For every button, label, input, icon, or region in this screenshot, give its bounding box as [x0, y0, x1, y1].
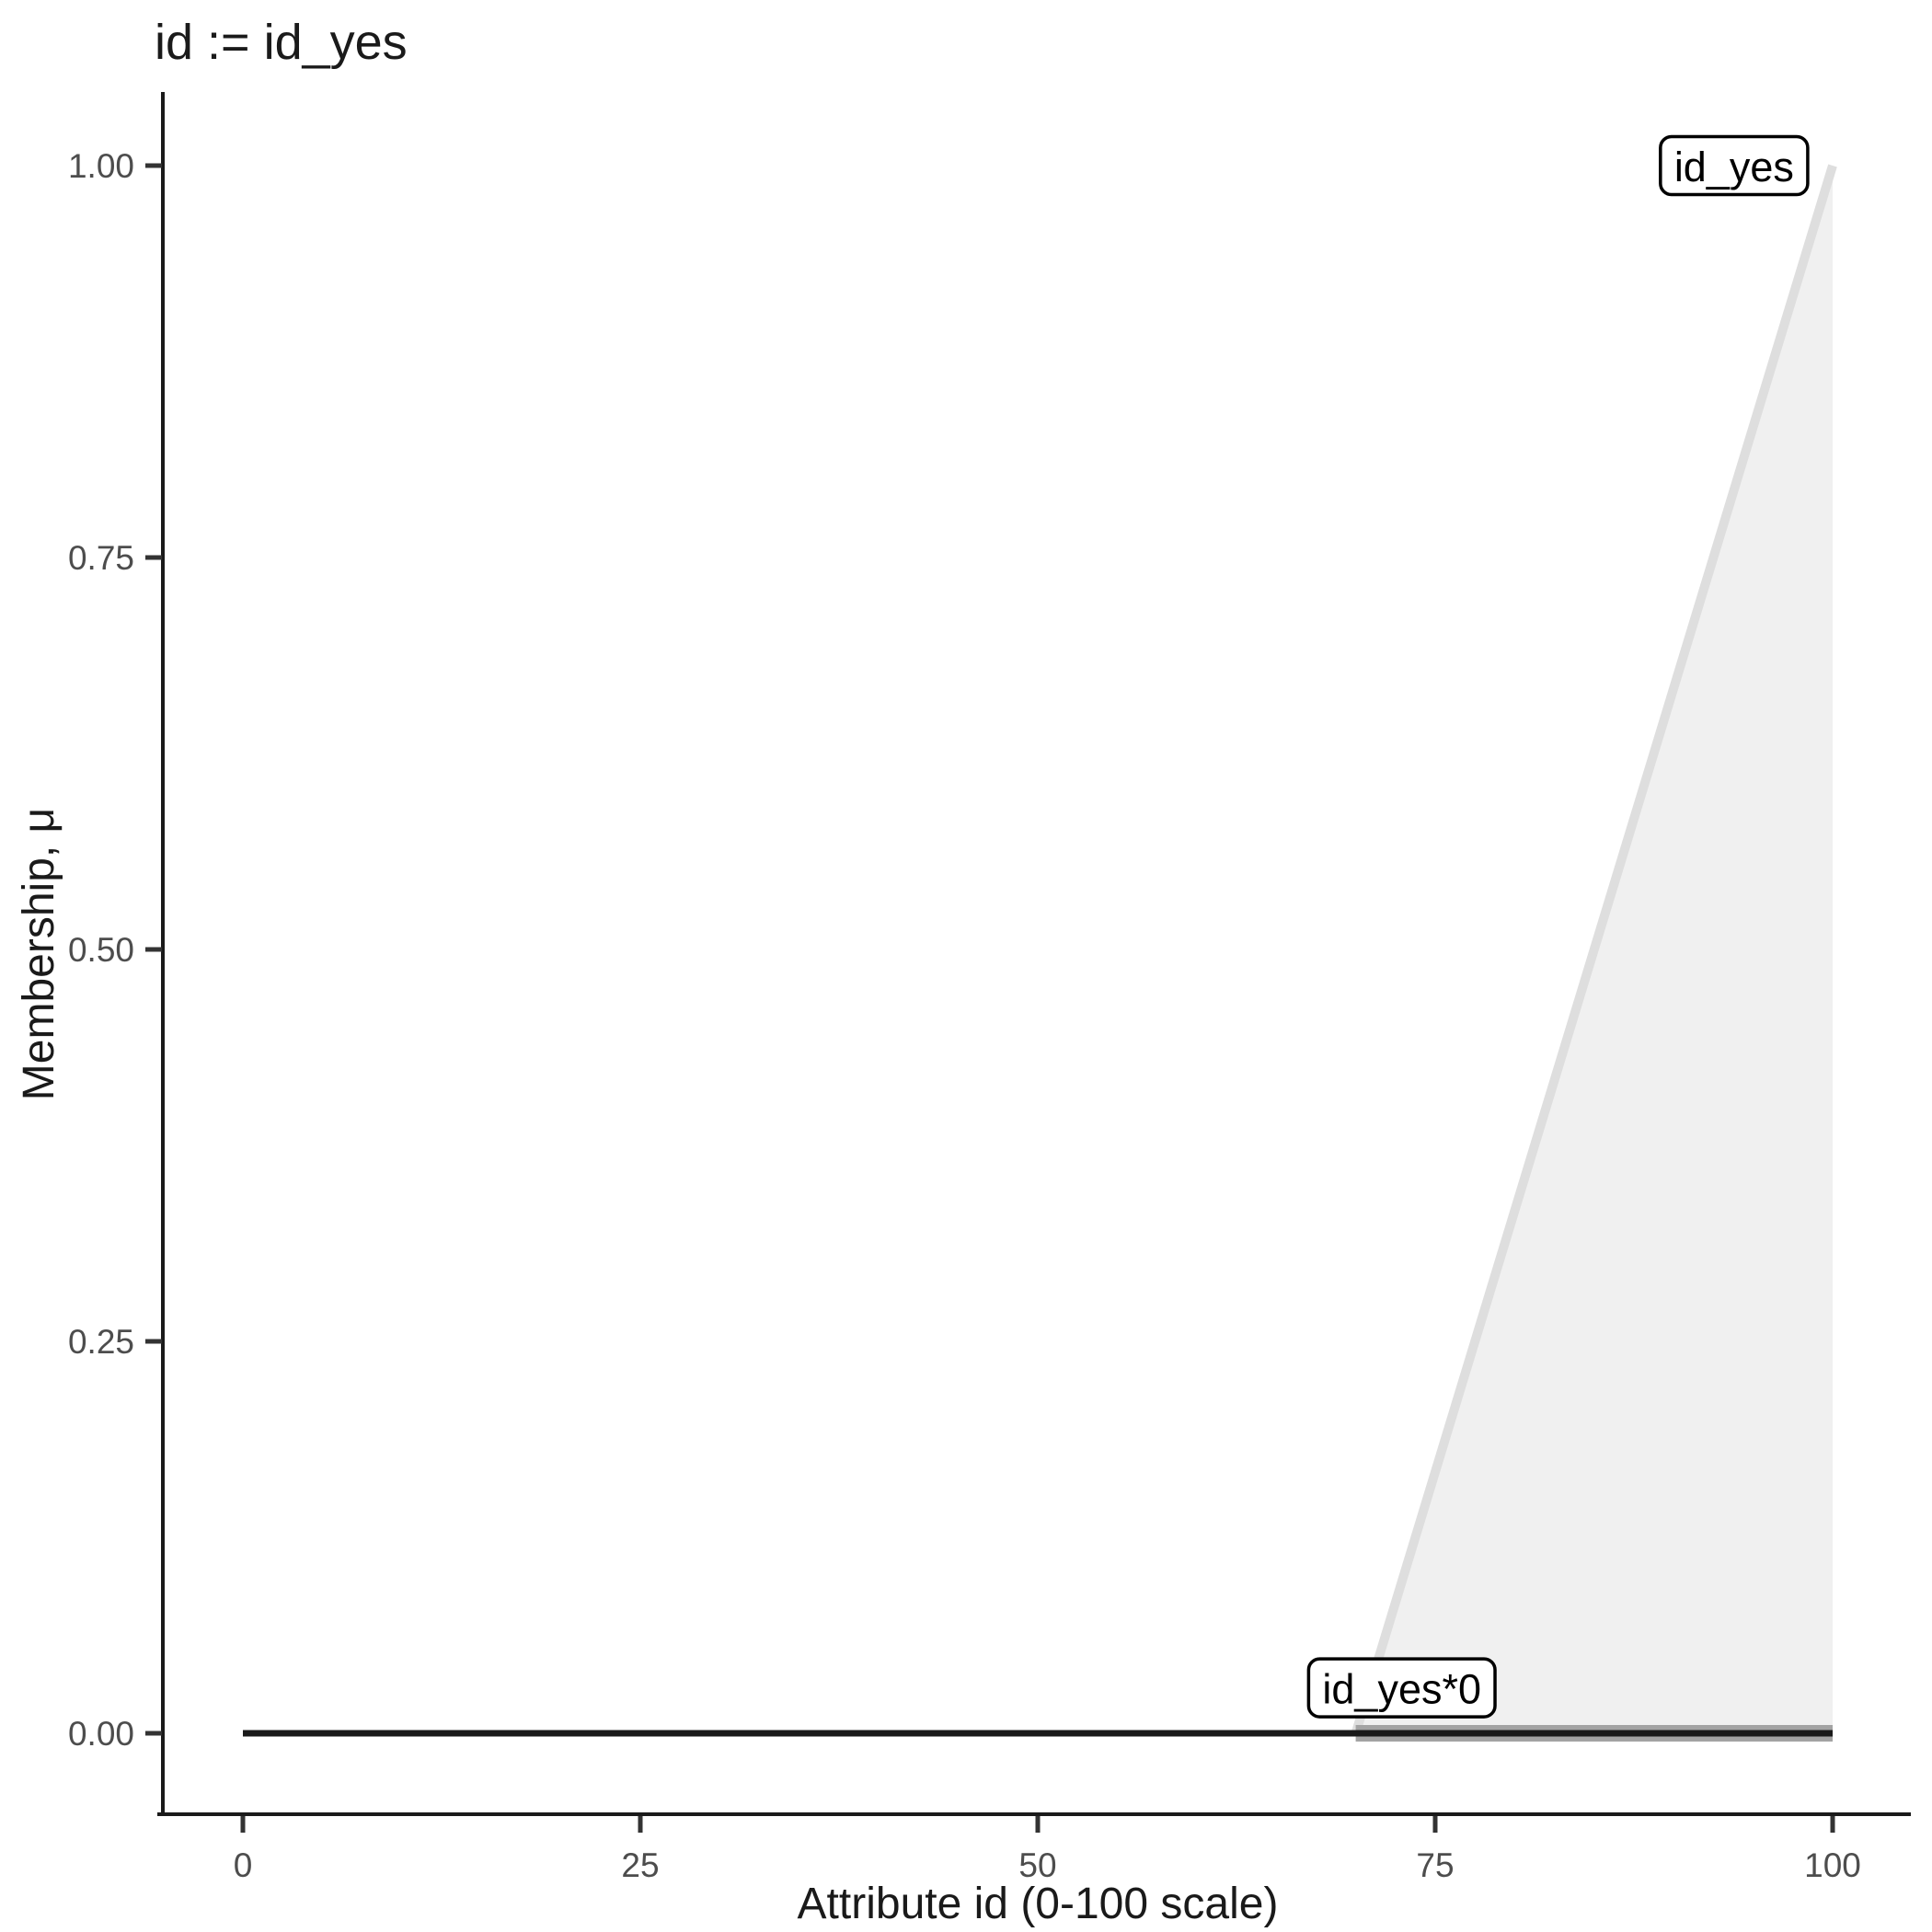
y-tick-label: 0.25 [68, 1323, 134, 1361]
annotation-text: id_yes [1674, 144, 1794, 190]
y-tick-label: 0.00 [68, 1715, 134, 1753]
annotation-box [1306, 1657, 1497, 1719]
y-tick-label: 0.50 [68, 931, 134, 969]
id_yes-membership-area [1351, 164, 1837, 1735]
annotation-box [1659, 134, 1810, 197]
x-tick-label: 50 [1018, 1846, 1056, 1884]
ticks-layer: 0 25 50 75 100 0.00 0.25 0.50 0.75 1.00 [68, 147, 1861, 1884]
x-tick-label: 100 [1804, 1846, 1861, 1884]
series-layer [243, 164, 1837, 1742]
plot-title: id := id_yes [155, 15, 408, 70]
x-tick-label: 0 [234, 1846, 253, 1884]
x-tick-label: 75 [1416, 1846, 1454, 1884]
annotation-id_yes*0: id_yes*0 [1306, 1657, 1497, 1719]
y-tick-label: 1.00 [68, 147, 134, 185]
y-tick-label: 0.75 [68, 539, 134, 577]
x-tick-label: 25 [621, 1846, 659, 1884]
annotation-layer: id_yes id_yes*0 [1306, 134, 1810, 1719]
x-axis-title: Attribute id (0-100 scale) [798, 1880, 1279, 1928]
y-axis-title: Membership, μ [15, 808, 63, 1100]
annotation-id_yes: id_yes [1659, 134, 1810, 197]
annotation-text: id_yes*0 [1322, 1665, 1481, 1712]
